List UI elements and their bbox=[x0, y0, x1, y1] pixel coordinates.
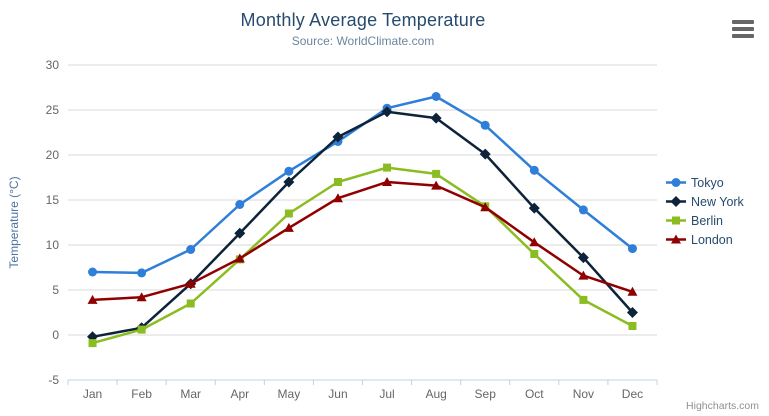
data-point-london bbox=[87, 294, 98, 304]
data-point-berlin bbox=[432, 169, 441, 178]
data-point-berlin bbox=[88, 339, 97, 348]
data-point-new-york bbox=[626, 307, 638, 318]
data-point-berlin bbox=[530, 250, 539, 258]
chart-legend: Tokyo New York Berlin London bbox=[666, 173, 744, 249]
data-point-london bbox=[480, 202, 491, 212]
data-point-berlin bbox=[333, 178, 342, 186]
data-point-london bbox=[382, 177, 393, 186]
legend-item-london[interactable]: London bbox=[666, 230, 744, 249]
data-point-berlin bbox=[137, 325, 146, 334]
hamburger-icon bbox=[732, 34, 754, 38]
data-point-tokyo bbox=[137, 268, 147, 278]
x-axis-label: Apr bbox=[230, 387, 249, 401]
legend-marker-icon bbox=[666, 216, 686, 225]
series-london[interactable] bbox=[87, 177, 638, 304]
x-axis-label: Jan bbox=[83, 387, 102, 401]
x-axis-label: Aug bbox=[425, 387, 446, 401]
data-point-new-york bbox=[479, 148, 491, 160]
data-point-tokyo bbox=[578, 205, 588, 215]
data-point-london bbox=[136, 292, 147, 302]
x-axis-label: Feb bbox=[131, 387, 152, 401]
x-axis-label: Oct bbox=[525, 387, 544, 401]
data-point-london bbox=[431, 180, 442, 190]
y-axis-label: 25 bbox=[46, 103, 60, 117]
data-point-new-york bbox=[430, 112, 442, 124]
data-point-tokyo bbox=[186, 245, 196, 254]
legend-label: Berlin bbox=[691, 213, 723, 228]
triangle-marker bbox=[671, 234, 681, 244]
x-axis-label: Dec bbox=[622, 387, 643, 401]
credits-link[interactable]: Highcharts.com bbox=[686, 400, 759, 412]
hamburger-icon bbox=[732, 20, 754, 24]
data-point-berlin bbox=[628, 322, 637, 330]
legend-marker-icon bbox=[666, 196, 686, 207]
legend-label: New York bbox=[691, 194, 744, 209]
x-axis-label: May bbox=[278, 387, 301, 401]
series-line-tokyo bbox=[91, 95, 634, 275]
x-axis-label: Jul bbox=[379, 387, 394, 401]
data-point-london bbox=[529, 237, 540, 247]
legend-marker-icon bbox=[666, 178, 686, 187]
y-axis-label: 15 bbox=[46, 193, 60, 207]
data-point-london bbox=[185, 278, 196, 288]
data-point-new-york bbox=[234, 227, 246, 239]
legend-item-new-york[interactable]: New York bbox=[666, 192, 744, 211]
legend-item-tokyo[interactable]: Tokyo bbox=[666, 173, 744, 192]
data-point-london bbox=[283, 222, 294, 232]
data-point-tokyo bbox=[88, 267, 98, 277]
y-axis-label: 5 bbox=[52, 283, 59, 297]
data-point-tokyo bbox=[480, 120, 490, 130]
y-axis-label: 20 bbox=[46, 148, 60, 162]
data-point-london bbox=[627, 286, 638, 296]
data-point-new-york bbox=[381, 106, 393, 118]
data-point-new-york bbox=[577, 252, 589, 264]
chart-subtitle: Source: WorldClimate.com bbox=[291, 34, 435, 48]
y-axis-label: -5 bbox=[48, 373, 59, 387]
data-point-berlin bbox=[284, 209, 293, 218]
y-axis-label: 0 bbox=[52, 328, 59, 342]
data-point-london bbox=[234, 253, 245, 263]
data-point-london bbox=[332, 193, 343, 203]
data-point-berlin bbox=[383, 163, 392, 172]
circle-marker bbox=[671, 178, 681, 187]
export-menu-button[interactable] bbox=[729, 17, 757, 41]
diamond-marker bbox=[670, 196, 682, 207]
chart-title: Monthly Average Temperature bbox=[240, 10, 486, 30]
legend-item-berlin[interactable]: Berlin bbox=[666, 211, 744, 230]
x-axis-label: Nov bbox=[573, 387, 594, 401]
data-point-tokyo bbox=[627, 244, 637, 254]
data-point-tokyo bbox=[235, 200, 245, 209]
data-point-new-york bbox=[528, 202, 540, 214]
y-axis-label: 30 bbox=[46, 58, 60, 72]
y-axis-title: Temperature (°C) bbox=[7, 176, 21, 268]
legend-label: Tokyo bbox=[691, 175, 724, 190]
data-point-london bbox=[578, 270, 589, 280]
legend-marker-icon bbox=[666, 234, 686, 244]
hamburger-icon bbox=[732, 27, 754, 31]
x-axis-label: Mar bbox=[180, 387, 201, 401]
square-marker bbox=[672, 216, 680, 225]
x-axis-label: Sep bbox=[475, 387, 497, 401]
data-point-berlin bbox=[579, 295, 588, 304]
series-tokyo[interactable] bbox=[88, 92, 637, 278]
series-line-berlin bbox=[91, 166, 634, 345]
data-point-tokyo bbox=[431, 92, 441, 101]
series-line-london bbox=[91, 180, 634, 302]
data-point-berlin bbox=[186, 299, 195, 308]
series-new-york[interactable] bbox=[87, 106, 638, 343]
data-point-new-york bbox=[283, 176, 295, 188]
series-line-new-york bbox=[91, 110, 634, 339]
data-point-tokyo bbox=[284, 166, 294, 176]
legend-label: London bbox=[691, 232, 733, 247]
data-point-new-york bbox=[332, 131, 344, 143]
x-axis-label: Jun bbox=[328, 387, 347, 401]
y-axis-label: 10 bbox=[46, 238, 60, 252]
data-point-tokyo bbox=[529, 165, 539, 175]
